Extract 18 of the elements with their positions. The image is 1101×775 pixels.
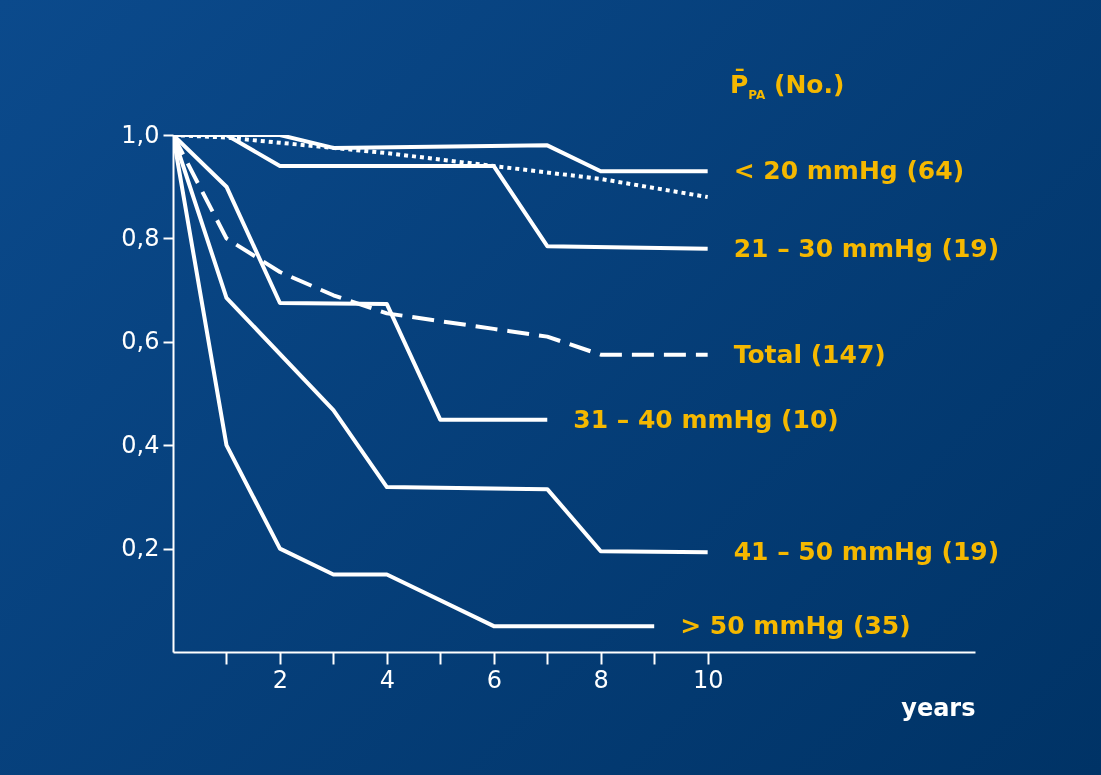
x-tick-label: 6 — [486, 665, 502, 694]
x-tick-label: 8 — [593, 665, 609, 694]
y-tick-label: 0,4 — [121, 430, 160, 459]
series-label: Total (147) — [733, 339, 886, 369]
series-label: > 50 mmHg (35) — [680, 611, 911, 641]
x-tick-label: 10 — [692, 665, 724, 694]
series-label: 41 – 50 mmHg (19) — [733, 537, 1000, 567]
x-axis-title: years — [901, 693, 976, 722]
legend-title: P̄$_{PA}$ (No.) — [730, 70, 845, 102]
series-label: 31 – 40 mmHg (10) — [573, 404, 839, 434]
series-label: 21 – 30 mmHg (19) — [733, 233, 1000, 263]
x-tick-label: 4 — [379, 665, 396, 694]
series-label: < 20 mmHg (64) — [733, 156, 965, 186]
y-tick-label: 0,8 — [121, 223, 160, 252]
y-tick-label: 0,2 — [121, 534, 160, 563]
x-tick-label: 2 — [272, 665, 289, 694]
y-tick-label: 0,6 — [121, 327, 160, 356]
y-tick-label: 1,0 — [121, 120, 160, 149]
